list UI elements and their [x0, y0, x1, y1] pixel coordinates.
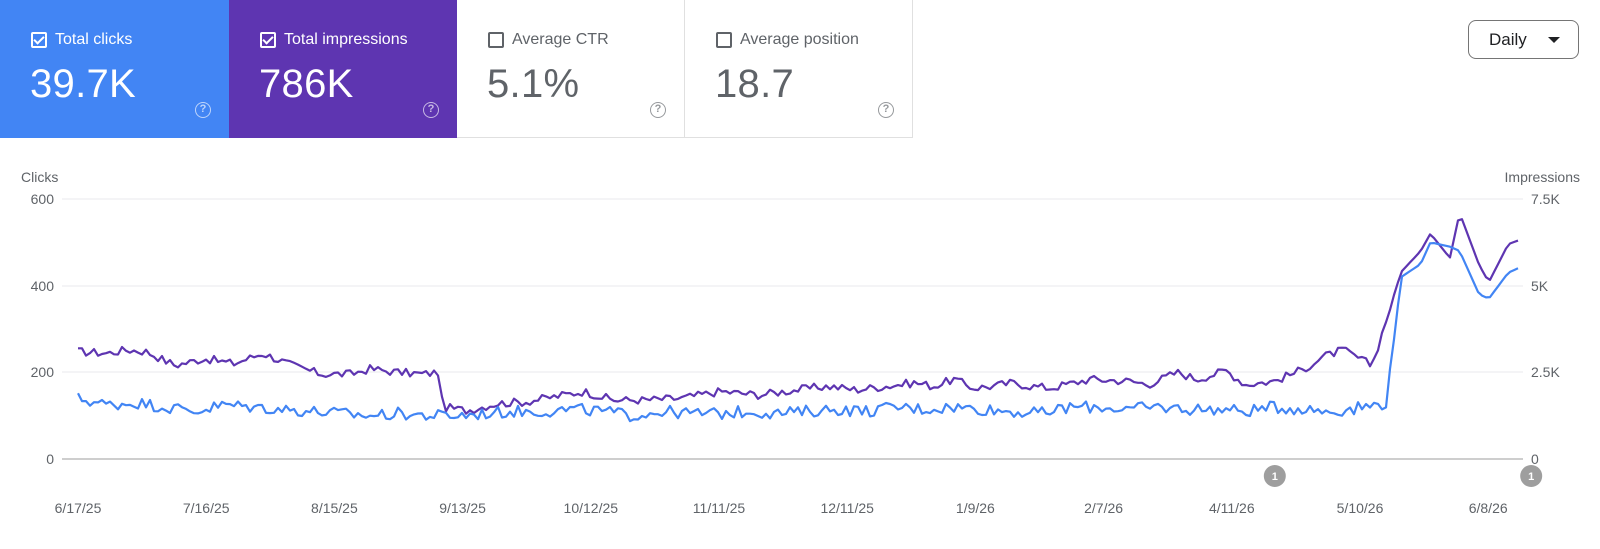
metric-label: Total clicks — [55, 31, 133, 48]
right-axis-tick-label: 5K — [1531, 278, 1549, 294]
x-axis-tick-label: 1/9/26 — [956, 500, 995, 516]
granularity-dropdown[interactable]: Daily — [1468, 20, 1579, 59]
right-axis-tick-label: 7.5K — [1531, 191, 1560, 207]
annotation-marker-label: 1 — [1272, 471, 1278, 483]
left-axis-tick-label: 600 — [31, 191, 55, 207]
left-axis-tick-label: 0 — [46, 451, 54, 467]
series-line-clicks — [77, 242, 1519, 423]
x-axis-tick-label: 9/13/25 — [439, 500, 486, 516]
left-axis-title: Clicks — [21, 169, 58, 185]
x-axis-tick-label: 4/11/26 — [1209, 500, 1255, 516]
chevron-down-icon — [1548, 37, 1560, 43]
right-axis-tick-label: 2.5K — [1531, 364, 1560, 380]
checkbox-icon[interactable] — [260, 32, 276, 48]
metric-card-total-clicks[interactable]: Total clicks 39.7K ? — [0, 0, 229, 138]
x-axis-tick-label: 8/15/25 — [311, 500, 358, 516]
granularity-selected: Daily — [1489, 29, 1527, 49]
annotation-marker[interactable] — [1263, 465, 1286, 487]
help-icon[interactable]: ? — [650, 102, 666, 118]
metric-card-total-impressions[interactable]: Total impressions 786K ? — [229, 0, 457, 138]
metric-label: Average position — [740, 31, 859, 48]
metric-value: 786K — [259, 62, 354, 106]
x-axis-tick-label: 6/17/25 — [55, 500, 102, 516]
series-line-impressions — [78, 218, 1519, 415]
metric-label: Average CTR — [512, 31, 609, 48]
metric-label: Total impressions — [284, 31, 408, 48]
help-icon[interactable]: ? — [423, 102, 439, 118]
metric-value: 39.7K — [30, 62, 137, 106]
right-axis-tick-label: 0 — [1531, 451, 1539, 467]
metric-card-average-ctr[interactable]: Average CTR 5.1% ? — [457, 0, 685, 138]
help-icon[interactable]: ? — [195, 102, 211, 118]
x-axis-tick-label: 12/11/25 — [820, 500, 874, 516]
help-icon[interactable]: ? — [878, 102, 894, 118]
x-axis-tick-label: 5/10/26 — [1337, 500, 1384, 516]
annotation-marker-label: 1 — [1528, 471, 1534, 483]
checkbox-icon[interactable] — [488, 32, 504, 48]
x-axis-tick-label: 10/12/25 — [564, 500, 619, 516]
annotation-marker[interactable] — [1520, 465, 1543, 487]
checkbox-icon[interactable] — [716, 32, 732, 48]
metric-card-average-position[interactable]: Average position 18.7 ? — [685, 0, 913, 138]
x-axis-tick-label: 11/11/25 — [693, 500, 746, 516]
x-axis-tick-label: 2/7/26 — [1084, 500, 1123, 516]
x-axis-tick-label: 7/16/25 — [183, 500, 230, 516]
left-axis-tick-label: 400 — [31, 278, 55, 294]
checkbox-icon[interactable] — [31, 32, 47, 48]
right-axis-title: Impressions — [1505, 169, 1580, 185]
metric-value: 5.1% — [487, 62, 580, 106]
metric-value: 18.7 — [715, 62, 795, 106]
x-axis-tick-label: 6/8/26 — [1469, 500, 1508, 516]
left-axis-tick-label: 200 — [31, 364, 55, 380]
